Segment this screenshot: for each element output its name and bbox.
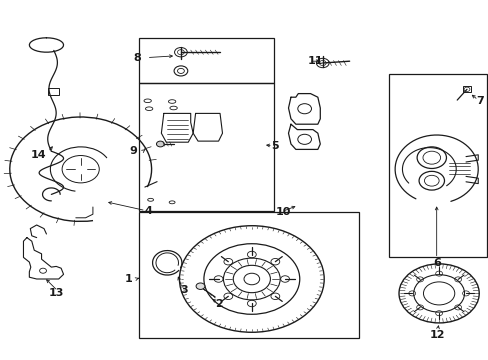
Text: 11: 11 bbox=[307, 56, 323, 66]
Text: 10: 10 bbox=[275, 207, 291, 217]
Bar bbox=[462, 86, 470, 92]
Circle shape bbox=[196, 283, 204, 289]
Text: 5: 5 bbox=[271, 141, 279, 151]
Text: 4: 4 bbox=[144, 206, 152, 216]
Text: 14: 14 bbox=[31, 150, 46, 160]
Text: 13: 13 bbox=[48, 288, 64, 298]
Bar bbox=[48, 88, 59, 95]
Text: 6: 6 bbox=[433, 258, 441, 268]
Text: 7: 7 bbox=[475, 96, 483, 106]
Bar bbox=[139, 38, 273, 83]
Text: 8: 8 bbox=[133, 53, 141, 63]
Text: 1: 1 bbox=[124, 274, 132, 284]
Text: 2: 2 bbox=[215, 299, 223, 309]
Text: 12: 12 bbox=[429, 330, 445, 340]
Circle shape bbox=[156, 141, 164, 147]
Bar bbox=[388, 74, 486, 257]
Text: 9: 9 bbox=[129, 146, 137, 156]
Bar bbox=[139, 212, 359, 338]
Bar bbox=[139, 83, 273, 211]
Text: 3: 3 bbox=[180, 285, 187, 295]
